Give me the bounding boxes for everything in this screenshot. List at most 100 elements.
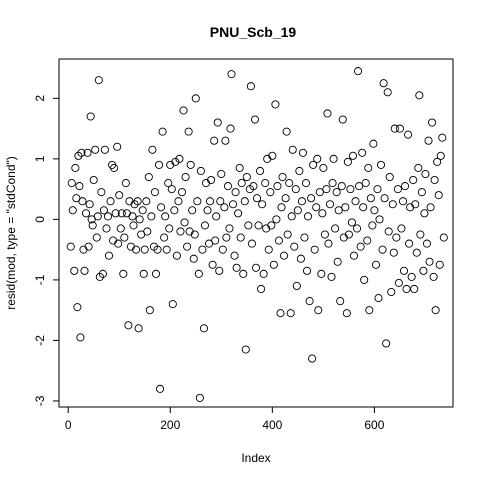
data-point bbox=[85, 200, 94, 209]
data-point bbox=[280, 251, 289, 260]
data-point bbox=[271, 100, 280, 109]
data-point bbox=[189, 254, 198, 263]
data-point bbox=[365, 306, 374, 315]
data-point bbox=[102, 224, 111, 233]
data-point bbox=[364, 163, 373, 172]
data-point bbox=[394, 278, 403, 287]
data-point bbox=[435, 260, 444, 269]
data-point bbox=[389, 248, 398, 257]
data-point bbox=[73, 303, 82, 312]
data-point bbox=[383, 88, 392, 97]
data-point bbox=[226, 124, 235, 133]
data-point bbox=[134, 324, 143, 333]
data-point bbox=[371, 260, 380, 269]
data-point bbox=[376, 160, 386, 169]
data-point bbox=[390, 124, 399, 133]
data-point bbox=[290, 242, 299, 251]
data-point bbox=[302, 266, 312, 275]
data-point bbox=[283, 230, 292, 239]
y-axis-label: resid(mod, type = "stdCond") bbox=[4, 156, 18, 310]
data-point bbox=[414, 163, 423, 172]
data-point bbox=[344, 230, 353, 239]
data-point bbox=[310, 245, 319, 254]
data-point bbox=[83, 148, 92, 157]
data-point bbox=[428, 118, 437, 127]
data-point bbox=[323, 109, 332, 118]
data-point bbox=[91, 145, 100, 154]
data-point bbox=[162, 245, 171, 254]
data-point bbox=[92, 233, 101, 242]
data-point bbox=[287, 212, 296, 221]
data-point bbox=[360, 275, 369, 284]
data-point bbox=[80, 266, 89, 275]
data-point bbox=[132, 245, 141, 254]
data-point bbox=[361, 179, 370, 188]
data-point bbox=[393, 185, 402, 194]
data-point bbox=[369, 139, 378, 148]
data-point bbox=[378, 245, 387, 254]
data-point bbox=[286, 309, 295, 318]
data-point bbox=[216, 197, 225, 206]
data-points bbox=[66, 67, 448, 402]
data-point bbox=[114, 239, 123, 248]
data-point bbox=[154, 160, 164, 169]
data-point bbox=[261, 179, 270, 188]
data-point bbox=[172, 251, 181, 260]
data-point bbox=[74, 151, 83, 160]
y-tick-label: 1 bbox=[33, 155, 47, 162]
data-point bbox=[84, 242, 93, 251]
data-point bbox=[292, 281, 301, 291]
data-point bbox=[190, 230, 199, 239]
data-point bbox=[268, 151, 277, 160]
data-point bbox=[295, 166, 304, 176]
data-point bbox=[88, 221, 97, 230]
data-point bbox=[156, 384, 165, 393]
data-point bbox=[436, 151, 445, 160]
data-point bbox=[231, 188, 240, 197]
data-point bbox=[206, 197, 215, 206]
data-point bbox=[188, 206, 197, 215]
data-point bbox=[434, 191, 443, 200]
data-point bbox=[314, 306, 323, 315]
data-point bbox=[186, 160, 195, 169]
data-point bbox=[415, 91, 424, 100]
data-point bbox=[259, 269, 268, 278]
data-point bbox=[218, 245, 227, 254]
data-point bbox=[332, 188, 341, 197]
data-point bbox=[358, 148, 367, 157]
data-point bbox=[179, 106, 188, 115]
data-point bbox=[438, 133, 447, 142]
data-point bbox=[331, 224, 340, 233]
data-point bbox=[264, 245, 273, 254]
data-point bbox=[258, 200, 267, 209]
data-point bbox=[404, 130, 413, 139]
data-point bbox=[388, 200, 397, 209]
data-point bbox=[228, 200, 238, 209]
y-tick-label: 0 bbox=[33, 216, 47, 223]
data-point bbox=[133, 197, 142, 206]
data-point bbox=[269, 260, 278, 269]
data-point bbox=[247, 239, 256, 248]
data-point bbox=[86, 112, 95, 121]
data-point bbox=[308, 354, 317, 363]
data-point bbox=[161, 212, 170, 221]
data-point bbox=[120, 233, 129, 242]
data-point bbox=[301, 179, 311, 188]
data-point bbox=[410, 284, 419, 294]
data-point bbox=[223, 182, 232, 191]
data-point bbox=[257, 284, 266, 294]
data-point bbox=[412, 248, 421, 257]
data-point bbox=[385, 172, 394, 182]
data-point bbox=[143, 227, 152, 236]
data-point bbox=[276, 309, 285, 318]
data-point bbox=[191, 94, 200, 103]
data-point bbox=[145, 306, 154, 315]
data-point bbox=[341, 203, 350, 212]
data-point bbox=[254, 221, 263, 230]
data-point bbox=[130, 200, 139, 209]
x-tick-label: 400 bbox=[262, 418, 282, 432]
data-point bbox=[333, 257, 342, 266]
data-point bbox=[315, 188, 324, 197]
